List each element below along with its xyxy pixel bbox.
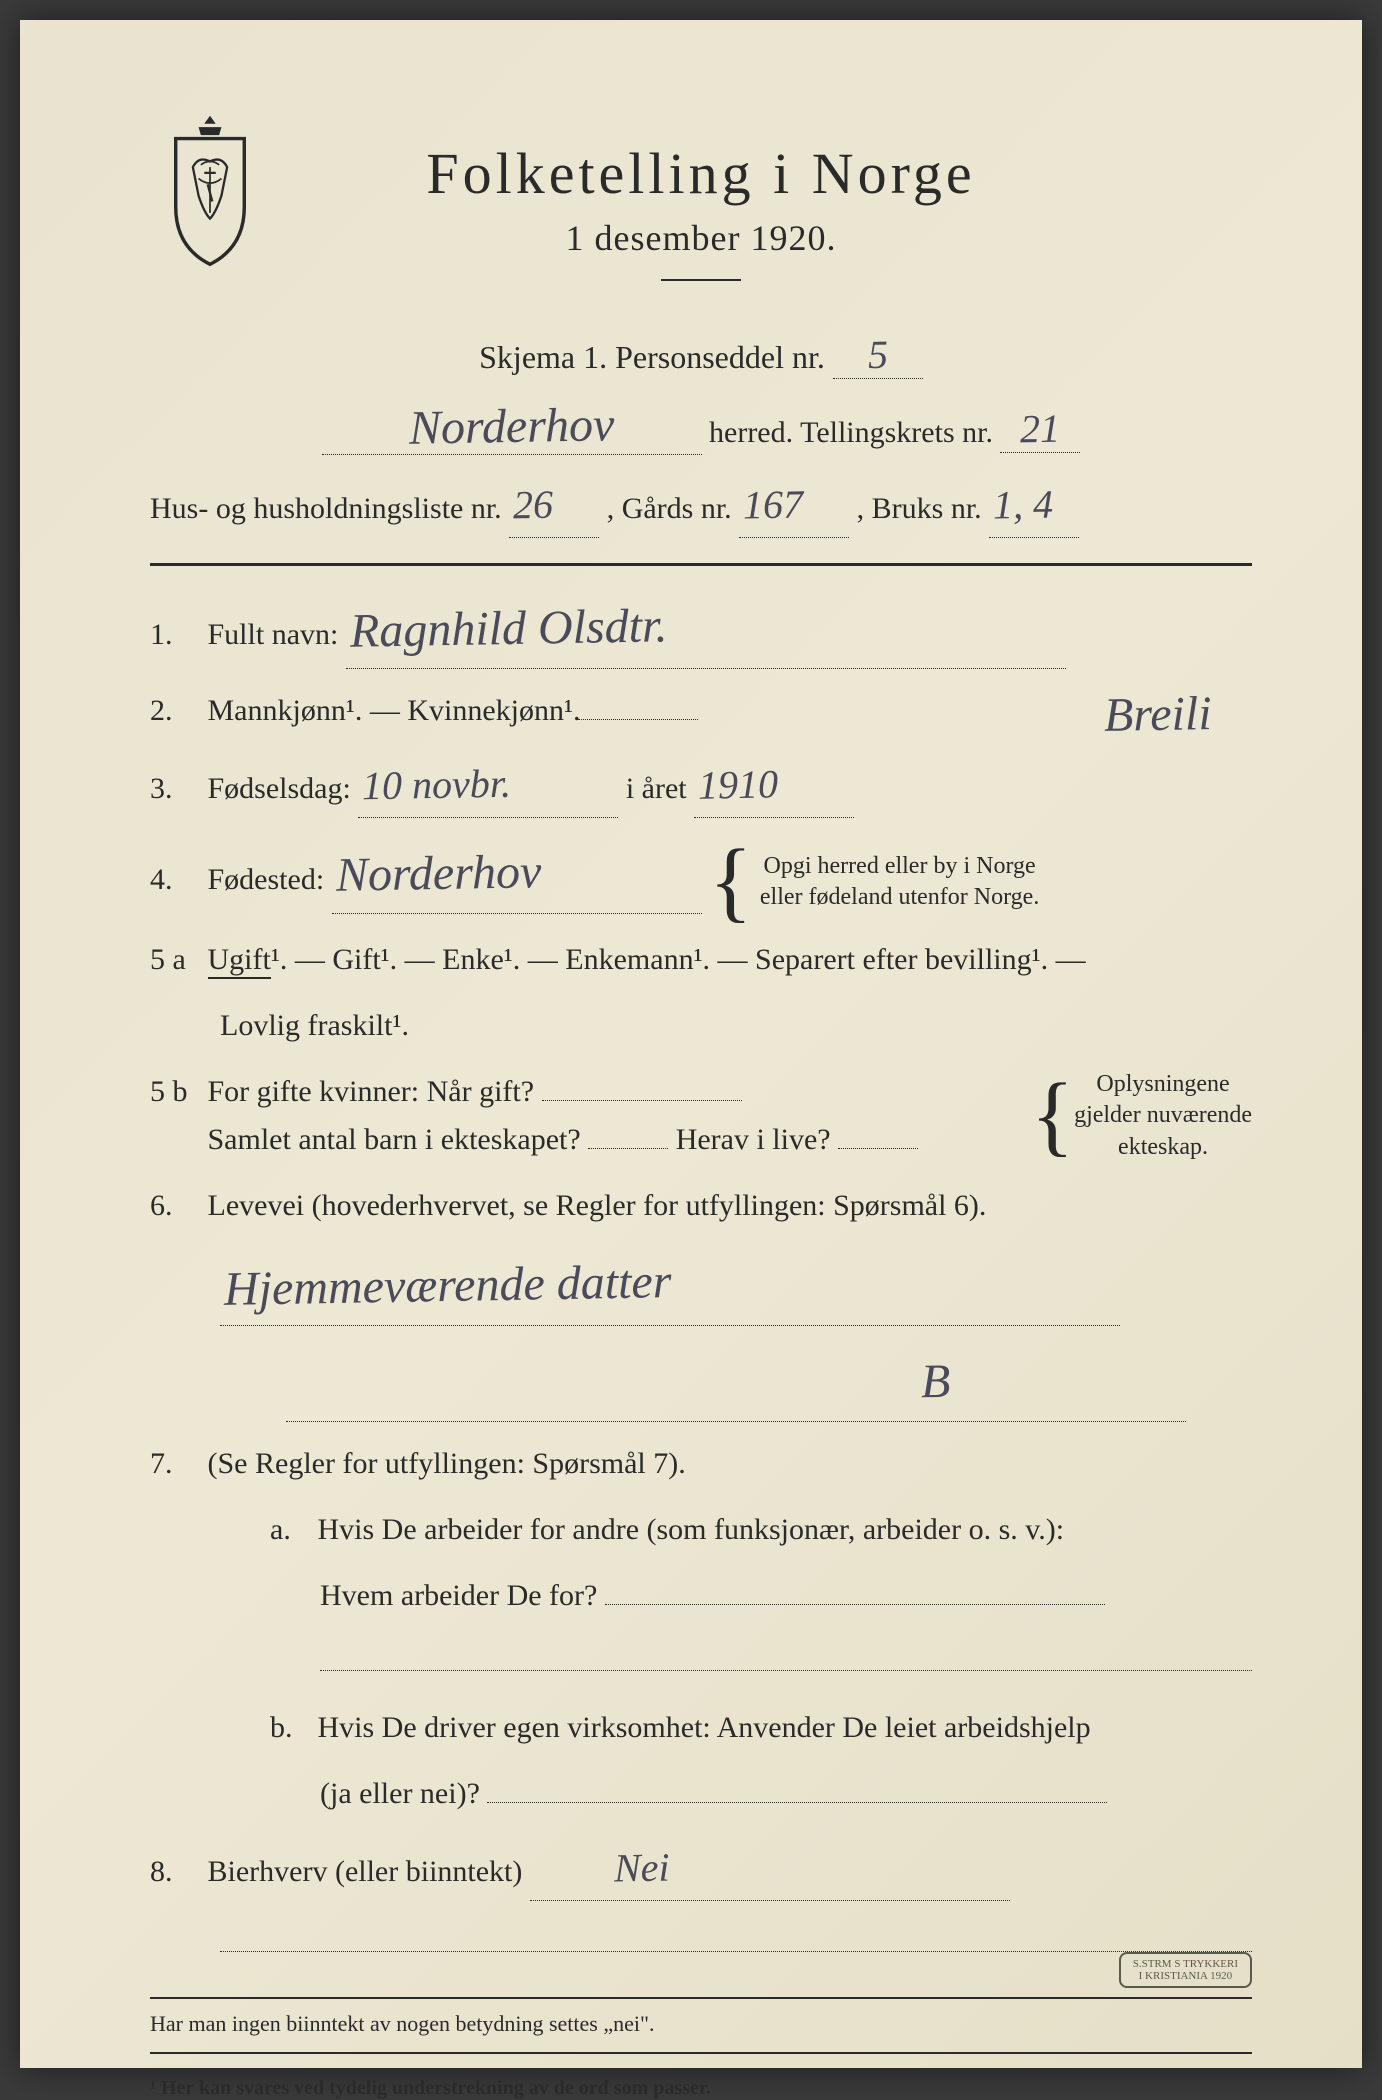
- q5b-label1: For gifte kvinner: Når gift?: [208, 1075, 535, 1108]
- hushold-value: 26: [513, 473, 554, 538]
- hus-line: Hus- og husholdningsliste nr. 26 , Gårds…: [150, 473, 1252, 538]
- printer-stamp: S.STRM S TRYKKERI I KRISTIANIA 1920: [1119, 1952, 1252, 1988]
- q8-line2: [150, 1919, 1252, 1967]
- q5a-num: 5 a: [150, 936, 200, 984]
- q8-line: 8. Bierhverv (eller biinntekt) Nei: [150, 1836, 1252, 1901]
- coat-of-arms-icon: [150, 110, 270, 270]
- skjema-line: Skjema 1. Personseddel nr. 5: [150, 331, 1252, 379]
- q5a-text2: Lovlig fraskilt¹.: [220, 1009, 409, 1042]
- hus-label3: , Bruks nr.: [857, 492, 982, 525]
- q5a-line2: Lovlig fraskilt¹.: [150, 1002, 1252, 1050]
- herred-label: herred. Tellingskrets nr.: [709, 416, 993, 449]
- footnote-1: Har man ingen biinntekt av nogen betydni…: [150, 1997, 1252, 2037]
- q5b-num: 5 b: [150, 1068, 200, 1116]
- q4-note2: eller fødeland utenfor Norge.: [760, 884, 1039, 910]
- q4-note1: Opgi herred eller by i Norge: [764, 853, 1036, 879]
- q6-line: 6. Levevei (hovederhvervet, se Regler fo…: [150, 1182, 1252, 1230]
- q4-line: 4. Fødested: Norderhov { Opgi herred ell…: [150, 836, 1252, 918]
- q5b-line: 5 b For gifte kvinner: Når gift? Samlet …: [150, 1068, 1252, 1164]
- header-divider: [661, 279, 741, 281]
- bracket-icon: {: [709, 846, 752, 918]
- q3-label: Fødselsdag:: [208, 772, 351, 805]
- q3-year: 1910: [698, 752, 779, 817]
- q7b-text1: Hvis De driver egen virksomhet: Anvender…: [318, 1711, 1091, 1744]
- bruks-value: 1, 4: [993, 472, 1054, 537]
- q6-num: 6.: [150, 1182, 200, 1230]
- q7b-line: b. Hvis De driver egen virksomhet: Anven…: [150, 1704, 1252, 1752]
- q4-label: Fødested:: [208, 863, 325, 896]
- q6-value-line2: B: [150, 1344, 1252, 1422]
- q5b-note3: ekteskap.: [1118, 1134, 1208, 1160]
- stamp-line1: S.STRM S TRYKKERI: [1133, 1958, 1238, 1970]
- page-subtitle: 1 desember 1920.: [150, 217, 1252, 259]
- q7a-letter: a.: [270, 1506, 310, 1554]
- q5b-label3: Herav i live?: [676, 1123, 831, 1156]
- q2-line: 2. Mannkjønn¹. — Kvinnekjønn¹. Breili: [150, 687, 1252, 735]
- q3-num: 3.: [150, 765, 200, 813]
- dotted-line: [320, 1641, 1252, 1671]
- q1-value: Ragnhild Olsdtr.: [349, 588, 668, 670]
- herred-line: Norderhov herred. Tellingskrets nr. 21: [150, 399, 1252, 455]
- census-form-page: Folketelling i Norge 1 desember 1920. Sk…: [20, 20, 1362, 2068]
- q7a-text2: Hvem arbeider De for?: [320, 1579, 597, 1612]
- q2-num: 2.: [150, 687, 200, 735]
- q7-num: 7.: [150, 1440, 200, 1488]
- footnote-2: ¹ Her kan svares ved tydelig understrekn…: [150, 2069, 1252, 2100]
- q1-num: 1.: [150, 611, 200, 659]
- skjema-label: Skjema 1. Personseddel nr.: [479, 339, 825, 375]
- dotted-line-2: [220, 1922, 1252, 1952]
- page-title: Folketelling i Norge: [150, 140, 1252, 207]
- q7a-line: a. Hvis De arbeider for andre (som funks…: [150, 1506, 1252, 1554]
- q5b-note1: Oplysningene: [1096, 1071, 1229, 1097]
- q8-num: 8.: [150, 1848, 200, 1896]
- q1-line: 1. Fullt navn: Ragnhild Olsdtr.: [150, 591, 1252, 669]
- krets-value: 21: [1020, 405, 1061, 453]
- herred-name: Norderhov: [408, 397, 614, 456]
- q8-value: Nei: [613, 1835, 670, 1900]
- q3-line: 3. Fødselsdag: 10 novbr. i året 1910: [150, 753, 1252, 818]
- q7-label: (Se Regler for utfyllingen: Spørsmål 7).: [208, 1447, 686, 1480]
- q6-value2: B: [921, 1343, 952, 1420]
- q7a-line2: Hvem arbeider De for?: [150, 1572, 1252, 1620]
- q3-day: 10 novbr.: [362, 752, 512, 819]
- q7b-text2: (ja eller nei)?: [320, 1777, 480, 1810]
- q2-label: Mannkjønn¹. — Kvinnekjønn¹.: [208, 694, 581, 727]
- q8-label: Bierhverv (eller biinntekt): [208, 1855, 523, 1888]
- personseddel-value: 5: [867, 331, 888, 378]
- hus-label2: , Gårds nr.: [607, 492, 732, 525]
- q4-note: Opgi herred eller by i Norge eller fødel…: [760, 851, 1039, 913]
- q4-num: 4.: [150, 856, 200, 904]
- q7-line: 7. (Se Regler for utfyllingen: Spørsmål …: [150, 1440, 1252, 1488]
- q7b-line2: (ja eller nei)?: [150, 1770, 1252, 1818]
- form-header: Folketelling i Norge 1 desember 1920.: [150, 140, 1252, 281]
- q1b-value: Breili: [1104, 676, 1213, 755]
- q5a-line: 5 a Ugift¹. — Gift¹. — Enke¹. — Enkemann…: [150, 936, 1252, 984]
- section-rule: [150, 563, 1252, 566]
- gards-value: 167: [743, 472, 804, 537]
- q5b-note: Oplysningene gjelder nuværende ekteskap.: [1074, 1069, 1252, 1163]
- q4-value: Norderhov: [335, 834, 542, 914]
- q6-value-line: Hjemmeværende datter: [150, 1248, 1252, 1326]
- stamp-line2: I KRISTIANIA 1920: [1139, 1970, 1233, 1982]
- q5a-text: Ugift¹. — Gift¹. — Enke¹. — Enkemann¹. —…: [208, 943, 1086, 979]
- q6-value: Hjemmeværende datter: [223, 1244, 672, 1329]
- q7a-text1: Hvis De arbeider for andre (som funksjon…: [318, 1513, 1065, 1546]
- q5b-note2: gjelder nuværende: [1074, 1102, 1252, 1128]
- bracket-icon-2: {: [1031, 1080, 1074, 1152]
- q7b-letter: b.: [270, 1704, 310, 1752]
- q5b-label2: Samlet antal barn i ekteskapet?: [208, 1123, 581, 1156]
- footnote-rule: [150, 2052, 1252, 2054]
- q7a-line3: [150, 1638, 1252, 1686]
- q3-mid: i året: [626, 772, 687, 805]
- q6-label: Levevei (hovederhvervet, se Regler for u…: [208, 1189, 987, 1222]
- q1-label: Fullt navn:: [208, 618, 339, 651]
- hus-label1: Hus- og husholdningsliste nr.: [150, 492, 502, 525]
